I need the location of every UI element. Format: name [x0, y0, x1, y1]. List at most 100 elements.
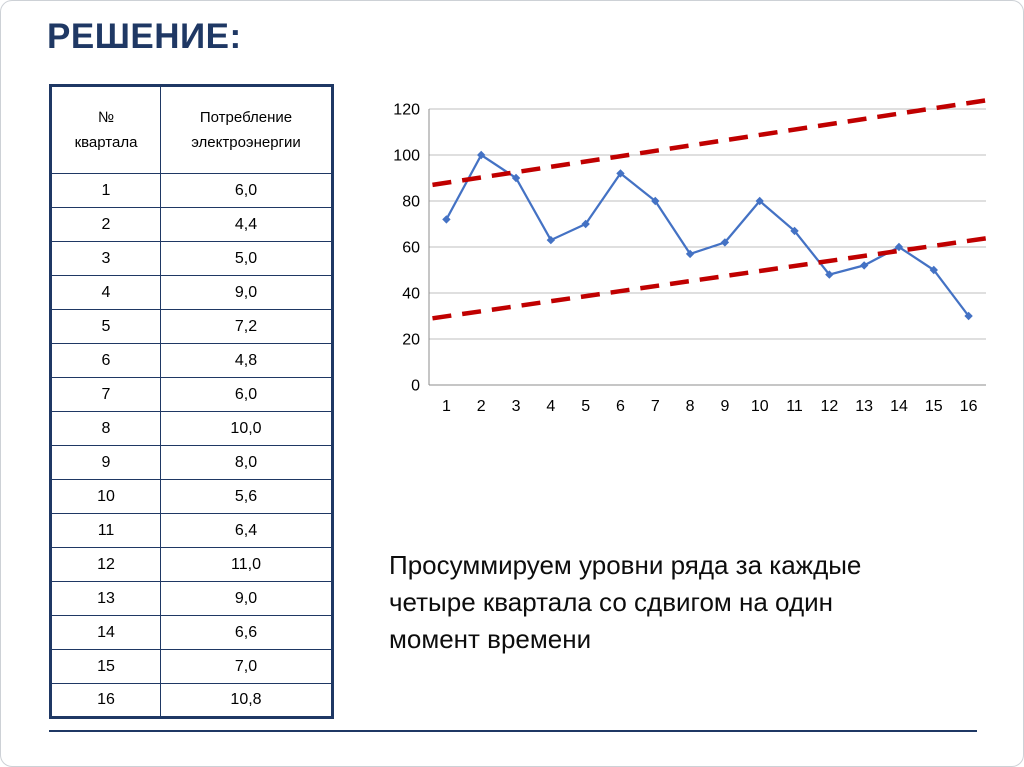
- consumption-cell: 5,0: [160, 241, 333, 276]
- data-point-marker: [546, 235, 556, 245]
- quarter-cell: 4: [50, 275, 161, 310]
- data-point-marker: [755, 196, 764, 206]
- y-tick-label: 40: [402, 286, 420, 303]
- quarter-cell: 3: [50, 241, 161, 276]
- data-point-marker: [685, 249, 695, 259]
- x-tick-label: 11: [786, 398, 803, 415]
- table-row: 10 5,6: [50, 479, 333, 514]
- consumption-cell: 4,8: [160, 343, 333, 378]
- quarter-cell: 1: [50, 173, 161, 208]
- consumption-cell: 6,0: [160, 173, 333, 208]
- consumption-cell: 10,0: [160, 411, 333, 446]
- chart-area: 0 20 40 60 80 100 120 1 2 3 4 5 6 7 8 9 10 11 12 13 14 15 16: [384, 95, 1004, 430]
- data-point-marker: [442, 215, 451, 224]
- quarter-cell: 7: [50, 377, 161, 412]
- table-row: 7 6,0: [50, 377, 333, 412]
- quarter-cell: 6: [50, 343, 161, 378]
- consumption-cell: 7,2: [160, 309, 333, 344]
- table-row: 11 6,4: [50, 513, 333, 548]
- trend-line: [432, 235, 990, 321]
- consumption-cell: 6,4: [160, 513, 333, 548]
- series-line: [445, 153, 970, 317]
- consumption-cell: 9,0: [160, 275, 333, 310]
- table-row: 8 10,0: [50, 411, 333, 446]
- page-title: РЕШЕНИЕ:: [47, 17, 242, 56]
- table-row: 16 10,8: [50, 683, 333, 718]
- y-tick-label: 120: [393, 102, 420, 119]
- bottom-divider: [49, 730, 977, 732]
- x-tick-label: 7: [651, 398, 660, 415]
- x-tick-label: 6: [616, 398, 625, 415]
- x-tick-label: 13: [855, 398, 873, 415]
- consumption-cell: 11,0: [160, 547, 333, 582]
- data-point-marker: [477, 150, 486, 160]
- trend-line: [432, 97, 990, 188]
- quarter-column-header: № квартала: [50, 85, 161, 174]
- table-row: 1 6,0: [50, 173, 333, 208]
- consumption-cell: 7,0: [160, 649, 333, 684]
- data-point-marker: [859, 261, 869, 270]
- x-tick-label: 8: [686, 398, 695, 415]
- quarter-cell: 8: [50, 411, 161, 446]
- data-point-marker: [825, 270, 834, 279]
- consumption-cell: 9,0: [160, 581, 333, 616]
- consumption-cell: 8,0: [160, 445, 333, 480]
- table-body: 1 6,0 2 4,4 3 5,0 4 9,0 5 7,2 6 4,8 7 6,0 8 10,0 9 8,0 10 5…: [50, 173, 333, 718]
- data-point-marker: [929, 265, 938, 275]
- table-row: 6 4,8: [50, 343, 333, 378]
- y-tick-label: 100: [393, 148, 420, 165]
- table-row: 5 7,2: [50, 309, 333, 344]
- quarter-cell: 5: [50, 309, 161, 344]
- quarter-cell: 10: [50, 479, 161, 514]
- table-row: 3 5,0: [50, 241, 333, 276]
- x-tick-label: 2: [477, 398, 486, 415]
- data-point-marker: [790, 226, 799, 236]
- data-point-marker: [581, 219, 590, 229]
- y-tick-label: 80: [402, 194, 420, 211]
- data-point-marker: [720, 238, 730, 247]
- data-point-marker: [894, 242, 904, 252]
- data-point-marker: [616, 169, 625, 178]
- table-row: 15 7,0: [50, 649, 333, 684]
- quarter-cell: 15: [50, 649, 161, 684]
- data-point-marker: [511, 173, 521, 183]
- y-tick-label: 0: [411, 378, 420, 395]
- table-row: 4 9,0: [50, 275, 333, 310]
- x-tick-label: 3: [512, 398, 521, 415]
- x-tick-label: 9: [720, 398, 729, 415]
- table-header: № квартала Потребление электроэнергии: [50, 85, 333, 174]
- x-tick-label: 12: [820, 398, 838, 415]
- data-point-marker: [964, 311, 973, 321]
- quarter-cell: 9: [50, 445, 161, 480]
- x-tick-label: 15: [925, 398, 943, 415]
- table-row: 2 4,4: [50, 207, 333, 242]
- table-row: 9 8,0: [50, 445, 333, 480]
- data-point-marker: [651, 196, 660, 206]
- x-tick-label: 4: [546, 398, 555, 415]
- quarter-cell: 14: [50, 615, 161, 650]
- consumption-cell: 5,6: [160, 479, 333, 514]
- x-tick-label: 5: [581, 398, 590, 415]
- table-row: 12 11,0: [50, 547, 333, 582]
- x-tick-label: 14: [890, 398, 908, 415]
- consumption-cell: 4,4: [160, 207, 333, 242]
- consumption-cell: 6,6: [160, 615, 333, 650]
- consumption-cell: 6,0: [160, 377, 333, 412]
- consumption-cell: 10,8: [160, 683, 333, 718]
- quarter-cell: 11: [50, 513, 161, 548]
- quarter-cell: 13: [50, 581, 161, 616]
- quarter-cell: 12: [50, 547, 161, 582]
- x-tick-label: 16: [960, 398, 978, 415]
- consumption-column-header: Потребление электроэнергии: [160, 85, 333, 174]
- table-row: 14 6,6: [50, 615, 333, 650]
- x-tick-label: 10: [751, 398, 769, 415]
- x-tick-label: 1: [442, 398, 451, 415]
- y-tick-label: 60: [402, 240, 420, 257]
- caption-text: Просуммируем уровни ряда за каждые четыр…: [389, 550, 862, 654]
- table-header-row: № квартала Потребление электроэнергии: [50, 85, 333, 174]
- y-tick-label: 20: [402, 332, 420, 349]
- quarter-cell: 16: [50, 683, 161, 718]
